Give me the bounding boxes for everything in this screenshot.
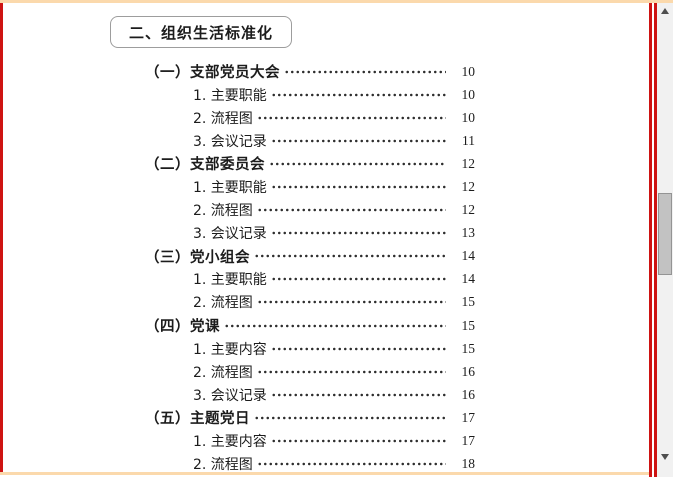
toc-entry: 2. 流程图 18 xyxy=(145,452,476,476)
section-heading-box: 二、组织生活标准化 xyxy=(110,16,292,48)
toc-entry-page: 14 xyxy=(461,248,476,264)
dot-leader xyxy=(254,244,446,268)
page-right-border-outer xyxy=(649,3,652,477)
toc-entry-page: 16 xyxy=(461,386,476,402)
toc-entry-label: 2. 流程图 xyxy=(193,110,253,127)
page-right-border-inner xyxy=(654,3,657,477)
toc-entry: 1. 主要职能 14 xyxy=(145,267,476,291)
toc-entry-page: 16 xyxy=(461,363,476,379)
toc-entry-label: 2. 流程图 xyxy=(193,295,253,312)
toc-entry-label: （四）党课 xyxy=(145,319,220,336)
dot-leader xyxy=(270,175,446,199)
toc-entry: 3. 会议记录 16 xyxy=(145,383,476,407)
toc-entry: 2. 流程图 12 xyxy=(145,198,476,222)
dot-leader xyxy=(270,267,446,291)
toc-entry: 1. 主要内容 17 xyxy=(145,429,476,453)
toc-entry-page: 14 xyxy=(461,271,476,287)
toc-entry-page: 17 xyxy=(461,433,476,449)
toc-entry-label: 1. 主要内容 xyxy=(193,434,267,451)
toc-entry-page: 10 xyxy=(461,109,476,125)
dot-leader xyxy=(256,198,446,222)
toc-entry: （二）支部委员会 12 xyxy=(145,152,476,176)
toc-entry-label: （五）主题党日 xyxy=(145,411,250,428)
toc-entry-page: 13 xyxy=(461,225,476,241)
toc-entry-page: 15 xyxy=(461,294,476,310)
dot-leader xyxy=(270,337,446,361)
toc-entry-label: 3. 会议记录 xyxy=(193,387,267,404)
toc-entry-label: 3. 会议记录 xyxy=(193,226,267,243)
toc-entry-page: 11 xyxy=(462,132,475,148)
toc-entry: （三）党小组会 14 xyxy=(145,244,476,268)
dot-leader xyxy=(270,83,446,107)
toc-entry-page: 12 xyxy=(461,179,476,195)
scroll-up-button[interactable] xyxy=(657,3,673,19)
toc-entry: 2. 流程图 10 xyxy=(145,106,476,130)
scrollbar-thumb[interactable] xyxy=(658,193,672,275)
arrow-down-icon xyxy=(661,454,669,460)
toc-entry-label: 1. 主要内容 xyxy=(193,341,267,358)
dot-leader xyxy=(269,152,446,176)
dot-leader xyxy=(270,429,446,453)
toc-entry-label: 2. 流程图 xyxy=(193,203,253,220)
arrow-up-icon xyxy=(661,8,669,14)
window-top-border xyxy=(0,0,673,3)
toc-entry-label: 1. 主要职能 xyxy=(193,180,267,197)
toc-entry: 1. 主要内容 15 xyxy=(145,337,476,361)
toc-entry-page: 12 xyxy=(461,155,476,171)
toc-entry: 2. 流程图 16 xyxy=(145,360,476,384)
toc-entry-page: 10 xyxy=(461,86,476,102)
toc-entry-page: 15 xyxy=(461,317,476,333)
dot-leader xyxy=(270,221,446,245)
toc-entry-label: 2. 流程图 xyxy=(193,457,253,474)
toc-entry-page: 10 xyxy=(461,63,476,79)
window-left-border xyxy=(0,3,3,472)
scroll-down-button[interactable] xyxy=(657,449,673,465)
dot-leader xyxy=(256,106,446,130)
dot-leader xyxy=(284,60,446,84)
toc-entry-label: 1. 主要职能 xyxy=(193,272,267,289)
toc-entry-label: （一）支部党员大会 xyxy=(145,65,280,82)
dot-leader xyxy=(256,360,446,384)
section-heading: 二、组织生活标准化 xyxy=(128,23,273,42)
dot-leader xyxy=(254,406,446,430)
toc-entry: （一）支部党员大会 10 xyxy=(145,60,476,84)
toc-entry-page: 15 xyxy=(461,340,476,356)
dot-leader xyxy=(256,452,446,476)
vertical-scrollbar[interactable] xyxy=(657,3,673,477)
toc-entry: （五）主题党日 17 xyxy=(145,406,476,430)
dot-leader xyxy=(270,383,446,407)
toc-entry: 1. 主要职能 12 xyxy=(145,175,476,199)
toc-entry: 3. 会议记录 11 xyxy=(145,129,475,153)
toc-entry-label: 2. 流程图 xyxy=(193,364,253,381)
dot-leader xyxy=(224,314,446,338)
toc-entry-page: 18 xyxy=(461,456,476,472)
toc-entry: 1. 主要职能 10 xyxy=(145,83,476,107)
toc-entry-label: 3. 会议记录 xyxy=(193,133,267,150)
toc-entry-page: 17 xyxy=(461,409,476,425)
toc-entry: 3. 会议记录 13 xyxy=(145,221,476,245)
toc-entry-label: （三）党小组会 xyxy=(145,249,250,266)
dot-leader xyxy=(256,290,446,315)
toc-entry: 2. 流程图 15 xyxy=(145,290,476,315)
toc-entry-label: 1. 主要职能 xyxy=(193,87,267,104)
toc-entry: （四）党课 15 xyxy=(145,314,476,338)
toc-entry-label: （二）支部委员会 xyxy=(145,157,265,174)
toc-list: （一）支部党员大会 10 1. 主要职能 10 2. 流程图 10 3. 会议记录 11 （二）… xyxy=(145,60,475,476)
dot-leader xyxy=(270,129,446,153)
toc-entry-page: 12 xyxy=(461,202,476,218)
